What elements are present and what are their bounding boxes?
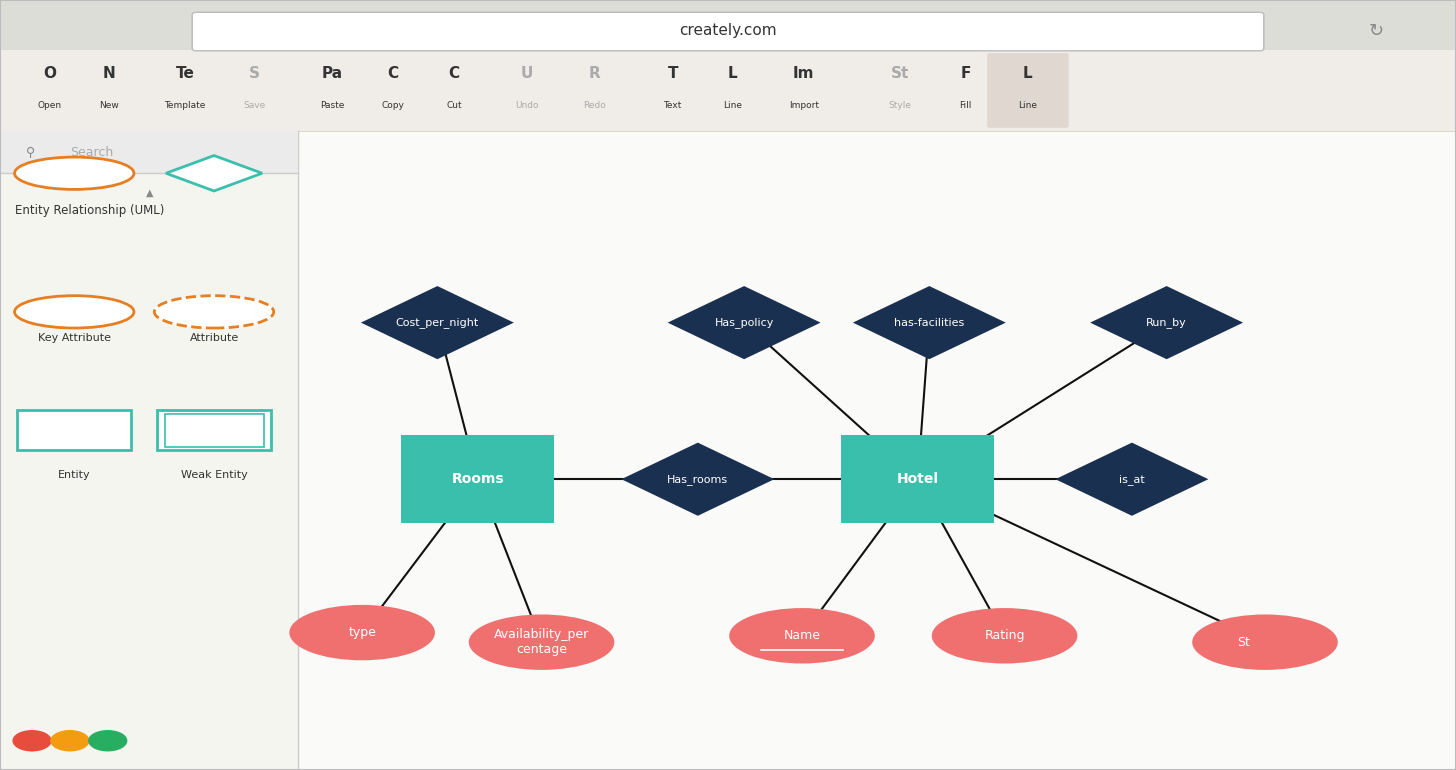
Polygon shape (622, 443, 775, 516)
Text: Im: Im (794, 66, 814, 81)
Text: St: St (1236, 636, 1249, 648)
Text: Attribute: Attribute (189, 333, 239, 343)
Text: O: O (44, 66, 55, 81)
Ellipse shape (15, 296, 134, 328)
FancyBboxPatch shape (0, 0, 1456, 50)
Text: F: F (960, 66, 971, 81)
Ellipse shape (729, 608, 875, 664)
Polygon shape (166, 156, 262, 191)
Ellipse shape (154, 296, 274, 328)
FancyBboxPatch shape (0, 50, 1456, 131)
Text: T: T (667, 66, 678, 81)
Text: Weak Entity: Weak Entity (181, 470, 248, 480)
Text: Availability_per
centage: Availability_per centage (494, 628, 590, 656)
Text: Cut: Cut (447, 102, 462, 110)
Text: Has_rooms: Has_rooms (667, 474, 728, 484)
Text: Pa: Pa (322, 66, 342, 81)
Text: R: R (588, 66, 600, 81)
FancyBboxPatch shape (987, 53, 1069, 128)
Text: L: L (728, 66, 737, 81)
Text: Rooms: Rooms (451, 472, 504, 486)
Text: Paste: Paste (320, 102, 344, 110)
Text: Rating: Rating (984, 629, 1025, 642)
Text: C: C (448, 66, 460, 81)
Text: Key Attribute: Key Attribute (38, 333, 111, 343)
Text: L: L (1024, 66, 1032, 81)
Text: ↻: ↻ (1369, 22, 1383, 40)
Polygon shape (853, 286, 1006, 360)
Text: Style: Style (888, 102, 911, 110)
FancyBboxPatch shape (17, 410, 131, 450)
Text: Cost_per_night: Cost_per_night (396, 317, 479, 328)
Ellipse shape (15, 157, 134, 189)
Text: ▲: ▲ (146, 188, 153, 197)
Circle shape (13, 731, 51, 751)
Text: Template: Template (165, 102, 205, 110)
Text: Entity Relationship (UML): Entity Relationship (UML) (15, 204, 165, 216)
FancyBboxPatch shape (0, 131, 298, 770)
FancyBboxPatch shape (298, 131, 1456, 770)
Text: Hotel: Hotel (897, 472, 939, 486)
Ellipse shape (290, 605, 435, 661)
Polygon shape (1056, 443, 1208, 516)
Text: Has_policy: Has_policy (715, 317, 773, 328)
Text: Run_by: Run_by (1146, 317, 1187, 328)
Text: Fill: Fill (960, 102, 971, 110)
Ellipse shape (932, 608, 1077, 664)
Ellipse shape (1192, 614, 1338, 670)
FancyBboxPatch shape (402, 435, 555, 524)
FancyBboxPatch shape (165, 414, 264, 447)
Ellipse shape (469, 614, 614, 670)
Text: Te: Te (176, 66, 194, 81)
Text: has-facilities: has-facilities (894, 318, 964, 327)
Text: U: U (521, 66, 533, 81)
Text: ⚲: ⚲ (26, 146, 35, 159)
FancyBboxPatch shape (842, 435, 994, 524)
Circle shape (89, 731, 127, 751)
FancyBboxPatch shape (0, 131, 298, 173)
Text: N: N (103, 66, 115, 81)
FancyBboxPatch shape (192, 12, 1264, 51)
Polygon shape (1091, 286, 1243, 360)
Text: Line: Line (722, 102, 743, 110)
Text: Undo: Undo (515, 102, 539, 110)
Text: type: type (348, 626, 376, 639)
Text: creately.com: creately.com (678, 23, 778, 38)
Text: Open: Open (38, 102, 61, 110)
Text: Import: Import (789, 102, 818, 110)
Text: St: St (891, 66, 909, 81)
Text: C: C (387, 66, 399, 81)
Text: Copy: Copy (381, 102, 405, 110)
Text: Line: Line (1018, 102, 1038, 110)
Text: S: S (249, 66, 261, 81)
Polygon shape (668, 286, 821, 360)
Text: Save: Save (243, 102, 266, 110)
Text: is_at: is_at (1120, 474, 1144, 484)
Text: Text: Text (664, 102, 681, 110)
FancyBboxPatch shape (157, 410, 271, 450)
Text: New: New (99, 102, 119, 110)
Text: Entity: Entity (58, 470, 90, 480)
Text: Redo: Redo (582, 102, 606, 110)
Text: Search: Search (70, 146, 114, 159)
Polygon shape (361, 286, 514, 360)
Circle shape (51, 731, 89, 751)
Text: Name: Name (783, 629, 821, 642)
